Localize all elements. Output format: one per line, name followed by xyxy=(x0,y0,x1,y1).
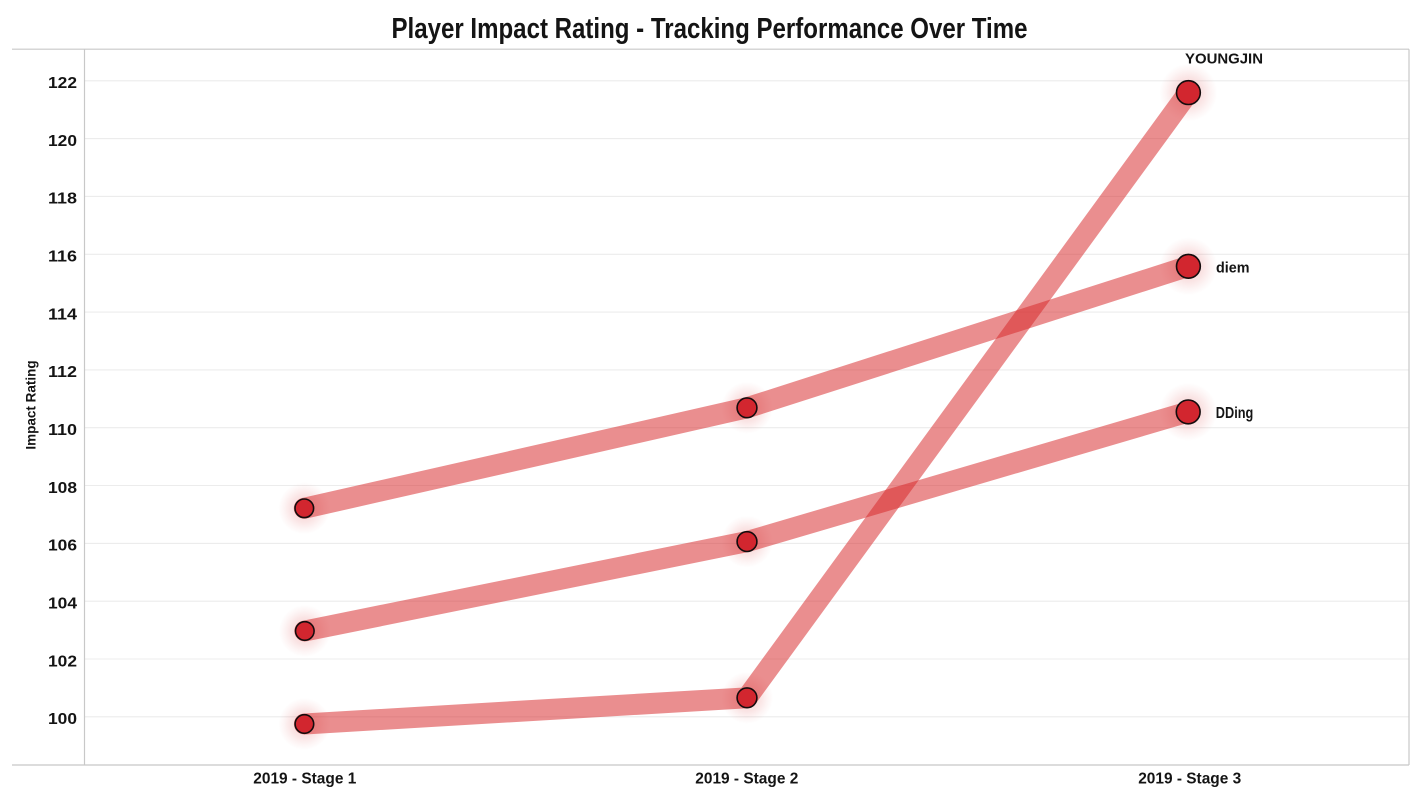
svg-text:122: 122 xyxy=(48,75,77,92)
svg-text:118: 118 xyxy=(48,191,77,208)
svg-text:YOUNGJIN: YOUNGJIN xyxy=(1185,51,1263,67)
svg-text:110: 110 xyxy=(48,422,77,439)
svg-text:Impact Rating: Impact Rating xyxy=(24,360,39,449)
svg-text:diem: diem xyxy=(1216,260,1250,277)
svg-text:102: 102 xyxy=(48,653,77,670)
svg-text:116: 116 xyxy=(48,249,77,266)
svg-text:DDing: DDing xyxy=(1216,405,1254,422)
svg-text:106: 106 xyxy=(48,538,77,555)
svg-text:2019 - Stage 3: 2019 - Stage 3 xyxy=(1138,770,1241,787)
svg-text:104: 104 xyxy=(48,596,77,613)
svg-text:114: 114 xyxy=(48,306,77,323)
svg-text:Player Impact Rating - Trackin: Player Impact Rating - Tracking Performa… xyxy=(392,13,1028,45)
svg-text:2019 - Stage 1: 2019 - Stage 1 xyxy=(253,770,356,787)
svg-text:108: 108 xyxy=(48,480,77,497)
svg-text:100: 100 xyxy=(48,711,77,728)
svg-text:120: 120 xyxy=(48,133,77,150)
svg-text:112: 112 xyxy=(48,364,77,381)
svg-text:2019 - Stage 2: 2019 - Stage 2 xyxy=(695,770,798,787)
